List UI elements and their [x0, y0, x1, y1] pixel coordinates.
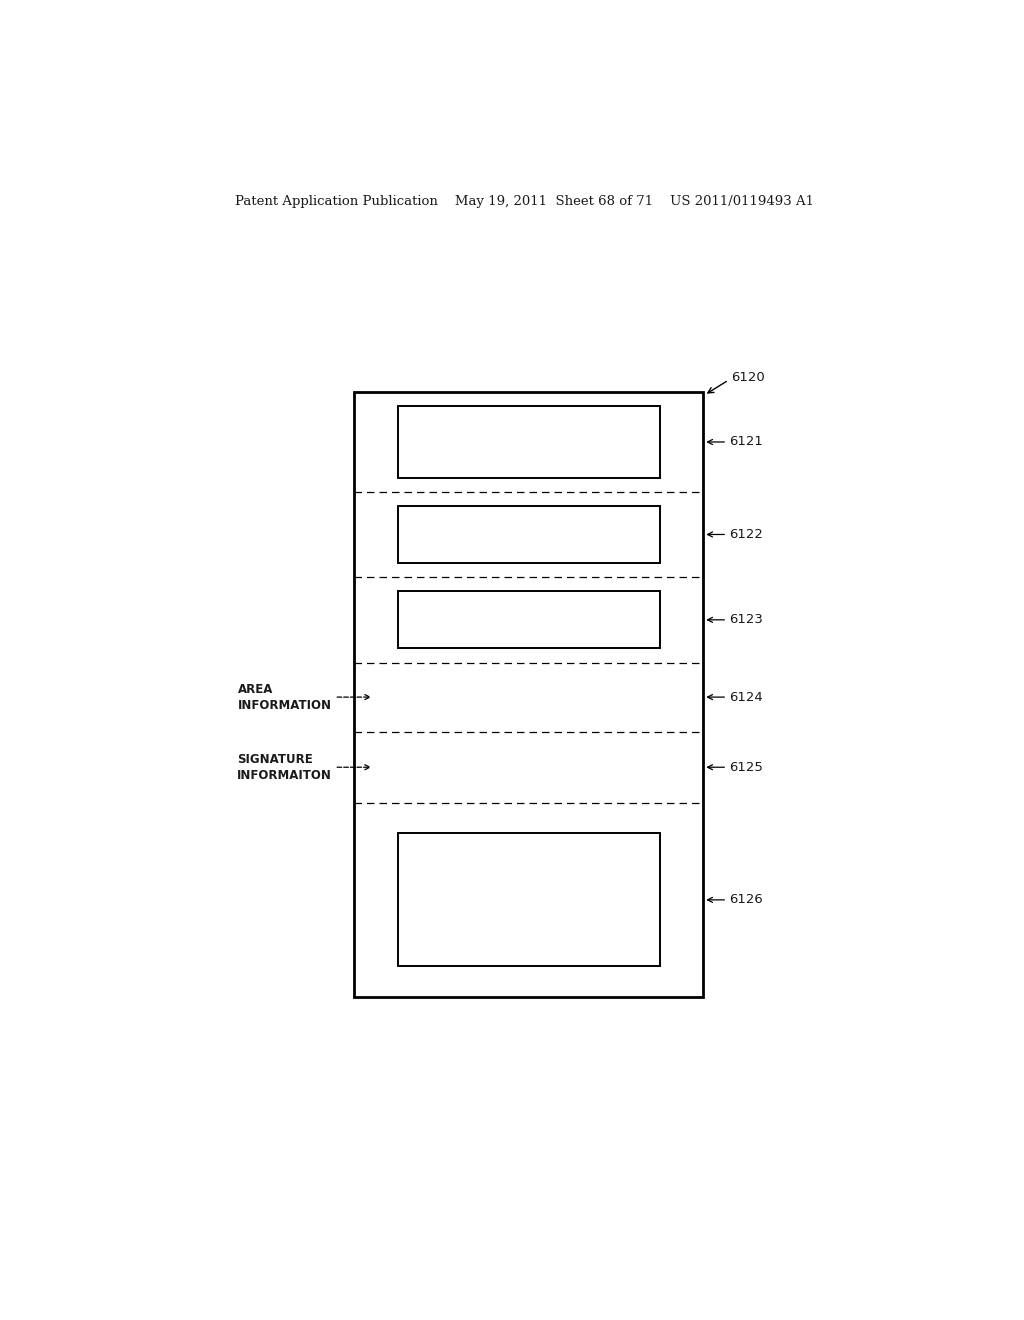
Text: 6126: 6126	[729, 894, 763, 907]
Text: 6124: 6124	[729, 690, 763, 704]
Text: 6120: 6120	[731, 371, 765, 384]
Bar	[397, 506, 659, 562]
Text: AREA
INFORMATION: AREA INFORMATION	[238, 682, 332, 711]
Text: 6122: 6122	[729, 528, 764, 541]
Bar	[397, 591, 659, 648]
Text: SIGNATURE
INFORMAITON: SIGNATURE INFORMAITON	[238, 752, 332, 781]
Text: KEY BLOCK: KEY BLOCK	[493, 436, 565, 449]
Bar	[397, 833, 659, 966]
Bar	[354, 392, 703, 997]
Text: UNIT INFORMATION: UNIT INFORMATION	[465, 528, 593, 541]
Text: FIG.68: FIG.68	[498, 520, 552, 539]
Text: 6123: 6123	[729, 614, 764, 627]
Text: HEADER INFORMATION: HEADER INFORMATION	[454, 614, 604, 627]
Text: 6125: 6125	[729, 760, 764, 774]
Text: ENCRYPTED CONTENTS: ENCRYPTED CONTENTS	[452, 894, 606, 907]
Text: 6121: 6121	[729, 436, 764, 449]
Bar	[397, 407, 659, 478]
Text: Patent Application Publication    May 19, 2011  Sheet 68 of 71    US 2011/011949: Patent Application Publication May 19, 2…	[236, 194, 814, 207]
